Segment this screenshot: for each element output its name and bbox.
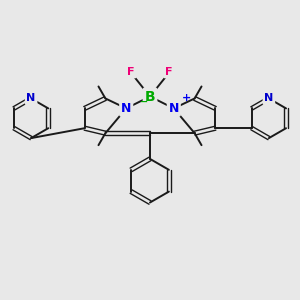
Text: N: N — [264, 94, 274, 103]
Text: −: − — [140, 97, 148, 106]
Text: F: F — [165, 67, 172, 77]
Text: N: N — [26, 94, 36, 103]
Text: F: F — [128, 67, 135, 77]
Text: N: N — [169, 102, 179, 115]
Text: B: B — [145, 89, 155, 103]
Text: +: + — [182, 94, 191, 103]
Text: N: N — [121, 102, 131, 115]
